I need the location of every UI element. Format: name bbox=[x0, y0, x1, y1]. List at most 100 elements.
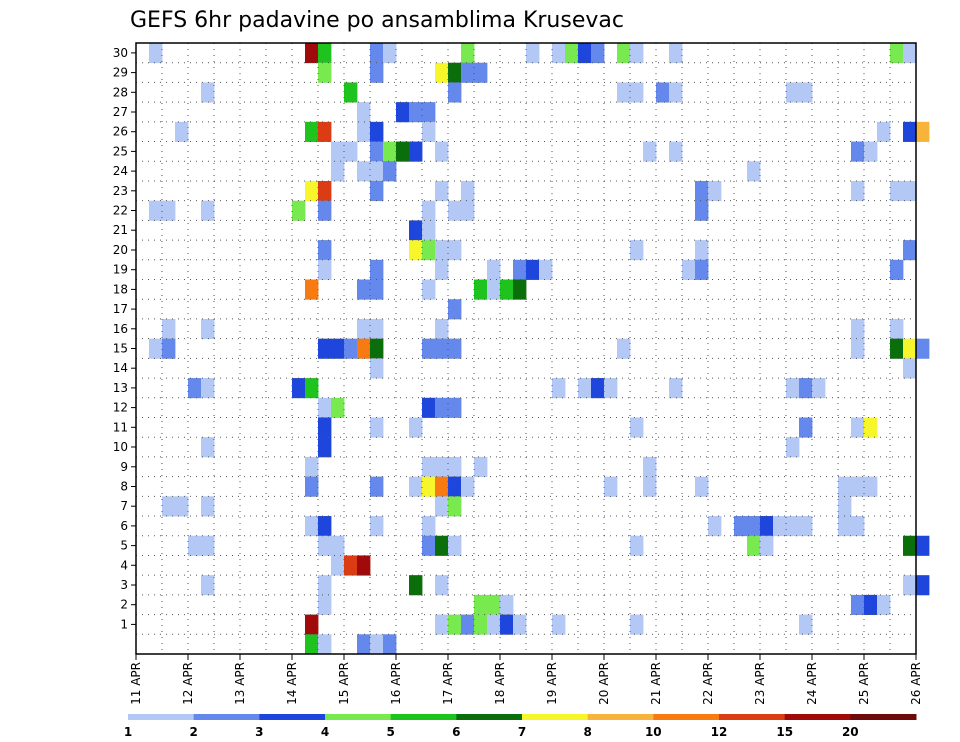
heatmap-cell bbox=[318, 437, 332, 458]
heatmap-cell bbox=[435, 338, 449, 359]
x-tick-label: 13 APR bbox=[233, 662, 247, 705]
heatmap-cell bbox=[201, 437, 215, 458]
legend-swatch bbox=[390, 714, 457, 720]
heatmap-cell bbox=[305, 378, 319, 399]
heatmap-cell bbox=[617, 338, 631, 359]
legend-swatch bbox=[456, 714, 523, 720]
heatmap-cell bbox=[903, 240, 917, 261]
y-tick-label: 30 bbox=[113, 46, 128, 60]
y-tick-label: 13 bbox=[113, 381, 128, 395]
heatmap-cell bbox=[435, 318, 449, 340]
heatmap-cell bbox=[747, 535, 761, 556]
legend-swatch bbox=[259, 714, 326, 720]
heatmap-cell bbox=[409, 240, 423, 261]
heatmap-cell bbox=[422, 476, 436, 497]
heatmap-cell bbox=[916, 121, 930, 142]
heatmap-cell bbox=[422, 121, 436, 142]
heatmap-cell bbox=[370, 634, 384, 655]
heatmap-cell bbox=[357, 121, 371, 142]
heatmap-cell bbox=[318, 180, 332, 202]
y-tick-label: 8 bbox=[120, 480, 128, 494]
heatmap-cell bbox=[448, 338, 462, 359]
y-tick-label: 27 bbox=[113, 105, 128, 119]
heatmap-cell bbox=[305, 121, 319, 142]
legend-label: 10 bbox=[645, 725, 662, 739]
heatmap-cell bbox=[201, 82, 215, 103]
x-tick-label: 18 APR bbox=[493, 662, 507, 705]
heatmap-cell bbox=[370, 161, 384, 182]
heatmap-cell bbox=[851, 141, 865, 162]
heatmap-cell bbox=[630, 417, 644, 438]
heatmap-cell bbox=[396, 102, 410, 123]
heatmap-cell bbox=[370, 476, 384, 497]
heatmap-cell bbox=[435, 180, 449, 202]
heatmap-cell bbox=[474, 594, 488, 615]
heatmap-cell bbox=[526, 259, 540, 280]
heatmap-cell bbox=[903, 121, 917, 142]
heatmap-cell bbox=[591, 43, 605, 64]
heatmap-cell bbox=[708, 180, 722, 202]
heatmap-cell bbox=[799, 417, 813, 438]
heatmap-cell bbox=[851, 417, 865, 438]
heatmap-cell bbox=[552, 378, 566, 399]
x-tick-label: 23 APR bbox=[753, 662, 767, 705]
heatmap-cell bbox=[370, 259, 384, 280]
heatmap-cell bbox=[578, 378, 592, 399]
heatmap-cell bbox=[422, 535, 436, 556]
heatmap-cell bbox=[357, 338, 371, 359]
heatmap-cell bbox=[422, 456, 436, 478]
heatmap-cell bbox=[786, 437, 800, 458]
heatmap-cell bbox=[305, 476, 319, 497]
heatmap-cell bbox=[448, 240, 462, 261]
heatmap-cell bbox=[656, 82, 670, 103]
legend-label: 5 bbox=[387, 725, 395, 739]
y-tick-label: 1 bbox=[120, 617, 128, 631]
legend-swatch bbox=[325, 714, 392, 720]
heatmap-cell bbox=[331, 161, 345, 182]
heatmap-cell bbox=[903, 180, 917, 202]
heatmap-cell bbox=[890, 43, 904, 64]
heatmap-cell bbox=[864, 141, 878, 162]
heatmap-cell bbox=[773, 516, 787, 537]
heatmap-cell bbox=[565, 43, 579, 64]
heatmap-cell bbox=[695, 180, 709, 202]
heatmap-cell bbox=[422, 516, 436, 537]
heatmap-cell bbox=[344, 338, 358, 359]
heatmap-cell bbox=[838, 496, 852, 517]
heatmap-cell bbox=[916, 338, 930, 359]
heatmap-cell bbox=[916, 575, 930, 596]
x-tick-label: 12 APR bbox=[181, 662, 195, 705]
y-tick-label: 23 bbox=[113, 184, 128, 198]
heatmap-cell bbox=[786, 516, 800, 537]
heatmap-cell bbox=[630, 614, 644, 635]
heatmap-cell bbox=[552, 614, 566, 635]
heatmap-cell bbox=[461, 200, 475, 221]
heatmap-cell bbox=[422, 240, 436, 261]
heatmap-cell bbox=[357, 279, 371, 300]
heatmap-cell bbox=[669, 378, 683, 399]
heatmap-cell bbox=[448, 496, 462, 517]
heatmap-cell bbox=[474, 62, 488, 83]
heatmap-cell bbox=[864, 417, 878, 438]
heatmap-cell bbox=[630, 535, 644, 556]
y-tick-label: 5 bbox=[120, 539, 128, 553]
heatmap-cell bbox=[851, 594, 865, 615]
heatmap-cell bbox=[890, 318, 904, 340]
heatmap-cell bbox=[448, 535, 462, 556]
heatmap-cell bbox=[448, 397, 462, 418]
y-tick-label: 7 bbox=[120, 499, 128, 513]
heatmap-cell bbox=[838, 516, 852, 537]
heatmap-cell bbox=[643, 141, 657, 162]
heatmap-cell bbox=[435, 240, 449, 261]
color-legend: 1 2 3 4 5 6 7 8 10 12 15 20 bbox=[124, 714, 917, 739]
heatmap-cell bbox=[695, 259, 709, 280]
heatmap-cell bbox=[864, 594, 878, 615]
heatmap-cell bbox=[630, 43, 644, 64]
heatmap-cell bbox=[201, 318, 215, 340]
legend-label: 6 bbox=[452, 725, 460, 739]
heatmap-cell bbox=[331, 397, 345, 418]
heatmap-cell bbox=[305, 180, 319, 202]
heatmap-cell bbox=[903, 338, 917, 359]
plot-frame bbox=[135, 42, 917, 655]
